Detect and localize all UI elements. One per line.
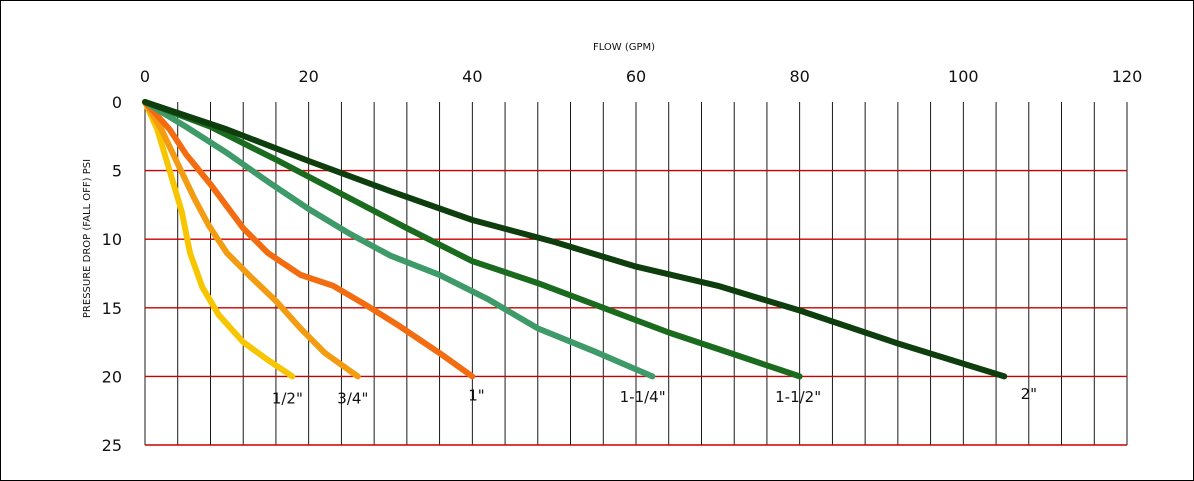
- series-lines: [142, 99, 1008, 380]
- series-line-5: [142, 99, 1008, 380]
- y-tick-label-15: 15: [102, 299, 122, 318]
- series-line-2: [142, 99, 476, 380]
- y-axis-title: PRESSURE DROP (FALL OFF) PSI: [82, 159, 93, 318]
- y-tick-label-25: 25: [102, 436, 122, 455]
- x-tick-labels: 0 20 40 60 80 100 120: [140, 67, 1142, 86]
- x-tick-label-80: 80: [789, 67, 809, 86]
- x-tick-label-0: 0: [140, 67, 150, 86]
- series-line-3: [142, 99, 656, 380]
- series-label-1: 3/4": [337, 389, 368, 407]
- horizontal-gridlines: [145, 169, 1127, 446]
- y-tick-label-5: 5: [112, 162, 122, 181]
- series-line-4: [142, 99, 803, 380]
- x-tick-label-40: 40: [462, 67, 482, 86]
- series-line-0: [142, 99, 296, 380]
- series-label-3: 1-1/4": [620, 388, 666, 406]
- series-line-1: [142, 99, 361, 380]
- x-tick-label-120: 120: [1112, 67, 1143, 86]
- y-tick-label-10: 10: [102, 230, 122, 249]
- series-label-2: 1": [468, 387, 484, 405]
- x-axis-title: FLOW (GPM): [593, 42, 655, 53]
- x-tick-label-60: 60: [626, 67, 646, 86]
- series-label-0: 1/2": [272, 389, 303, 407]
- series-labels: 1/2" 3/4" 1" 1-1/4" 1-1/2" 2": [272, 385, 1037, 407]
- x-tick-label-20: 20: [298, 67, 318, 86]
- y-tick-labels: 0 5 10 15 20 25: [102, 93, 122, 455]
- y-tick-label-0: 0: [112, 93, 122, 112]
- series-label-4: 1-1/2": [775, 388, 821, 406]
- x-tick-label-100: 100: [948, 67, 979, 86]
- y-tick-label-20: 20: [102, 367, 122, 386]
- series-label-5: 2": [1021, 385, 1037, 403]
